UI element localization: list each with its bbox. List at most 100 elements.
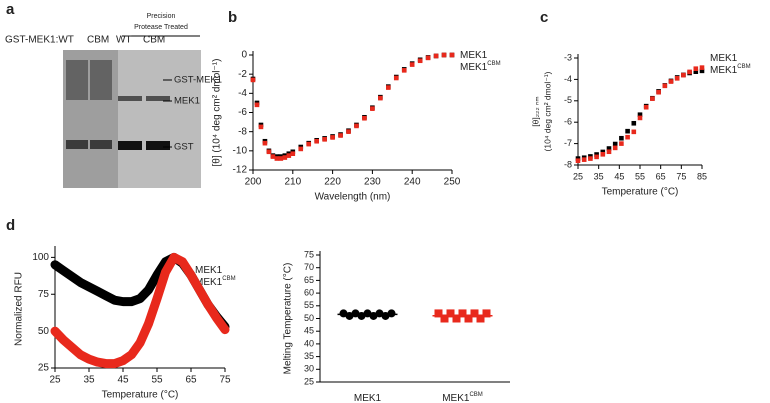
data-point bbox=[375, 309, 384, 318]
y-tick-label: -6 bbox=[564, 117, 572, 127]
y-tick-label: 75 bbox=[304, 249, 314, 259]
y-tick-label: 0 bbox=[241, 50, 247, 61]
data-point bbox=[606, 149, 612, 155]
data-point bbox=[619, 141, 624, 146]
band-label: GST-MEK1 bbox=[174, 75, 222, 86]
data-point bbox=[643, 104, 649, 110]
data-point bbox=[386, 85, 391, 90]
panel-label: b bbox=[228, 9, 237, 26]
y-tick-label: -7 bbox=[564, 138, 572, 148]
data-point bbox=[631, 129, 637, 135]
line-series bbox=[50, 252, 230, 369]
y-tick-label: 25 bbox=[38, 363, 50, 374]
data-point bbox=[274, 156, 280, 161]
legend-label-text: MEK1 bbox=[195, 265, 223, 276]
y-tick-label: -8 bbox=[564, 159, 572, 169]
y-tick-label: 45 bbox=[304, 326, 314, 336]
y-tick-label: -8 bbox=[238, 126, 247, 137]
legend-label: MEK1CBM bbox=[710, 64, 751, 76]
data-point bbox=[262, 140, 268, 146]
treatment-label: Protease Treated bbox=[134, 24, 188, 31]
data-point bbox=[637, 112, 643, 118]
data-point bbox=[681, 72, 686, 78]
data-point bbox=[433, 53, 439, 59]
data-point bbox=[625, 134, 630, 140]
y-axis-label: (10⁴ deg cm² dmol⁻¹) bbox=[542, 71, 552, 151]
x-tick-label: 25 bbox=[573, 171, 583, 181]
x-tick-label: 250 bbox=[444, 177, 461, 188]
data-point bbox=[637, 115, 643, 121]
legend-label-superscript: CBM bbox=[487, 61, 500, 67]
x-tick-label: 210 bbox=[284, 177, 301, 188]
data-point bbox=[363, 309, 372, 318]
data-point bbox=[298, 146, 304, 152]
data-point bbox=[286, 153, 292, 158]
legend-label-text: MEK1 bbox=[460, 50, 488, 61]
y-axis-label: Melting Temperature (°C) bbox=[283, 263, 294, 375]
data-point bbox=[401, 68, 407, 73]
data-point bbox=[575, 158, 581, 164]
data-point bbox=[314, 138, 319, 144]
lane-label: CBM bbox=[87, 35, 109, 46]
lane-label: GST-MEK1:WT bbox=[5, 35, 74, 46]
legend-label-superscript: CBM bbox=[737, 64, 750, 70]
legend-label-superscript: CBM bbox=[222, 276, 235, 282]
data-point bbox=[254, 102, 260, 108]
data-point bbox=[346, 129, 351, 134]
lane-label: WT bbox=[116, 35, 132, 46]
data-point bbox=[625, 128, 630, 134]
x-tick-label: 35 bbox=[83, 375, 95, 386]
data-point bbox=[449, 52, 455, 58]
data-point bbox=[387, 309, 396, 318]
y-axis-label: [θ]₂₂₂ ₙₘ bbox=[530, 96, 540, 127]
y-tick-label: -5 bbox=[564, 95, 572, 105]
data-point bbox=[588, 156, 593, 161]
data-point bbox=[270, 154, 276, 159]
data-point bbox=[687, 69, 692, 75]
data-point bbox=[258, 124, 264, 130]
data-point bbox=[594, 154, 599, 160]
data-point bbox=[476, 314, 485, 323]
y-tick-label: 100 bbox=[32, 252, 49, 263]
data-point bbox=[393, 75, 399, 81]
x-tick-label: 25 bbox=[49, 375, 61, 386]
y-tick-label: 25 bbox=[304, 376, 314, 386]
x-tick-label: 240 bbox=[404, 177, 421, 188]
data-point bbox=[250, 77, 256, 83]
data-point bbox=[693, 69, 699, 74]
data-point bbox=[470, 309, 479, 318]
y-tick-label: 75 bbox=[38, 289, 50, 300]
data-point bbox=[612, 145, 618, 151]
x-tick-label: 85 bbox=[697, 171, 707, 181]
y-tick-label: 70 bbox=[304, 262, 314, 272]
x-tick-label: 200 bbox=[245, 177, 262, 188]
x-tick-label: 75 bbox=[219, 375, 231, 386]
legend-label-text: MEK1 bbox=[710, 65, 738, 76]
y-tick-label: -6 bbox=[238, 107, 247, 118]
y-tick-label: 65 bbox=[304, 275, 314, 285]
data-point bbox=[699, 68, 705, 74]
y-tick-label: 50 bbox=[304, 313, 314, 323]
legend-label: MEK1CBM bbox=[460, 61, 501, 73]
data-point bbox=[441, 52, 447, 58]
x-tick-label: 65 bbox=[656, 171, 666, 181]
y-tick-label: 50 bbox=[38, 326, 50, 337]
legend-label-text: MEK1 bbox=[195, 277, 223, 288]
data-point bbox=[338, 133, 343, 138]
y-tick-label: 30 bbox=[304, 364, 314, 374]
data-point bbox=[306, 141, 312, 147]
data-point bbox=[417, 58, 423, 64]
data-point bbox=[674, 76, 680, 81]
x-axis-label: Temperature (°C) bbox=[102, 390, 179, 401]
data-point bbox=[656, 89, 661, 95]
data-point bbox=[458, 309, 467, 318]
data-point bbox=[446, 309, 455, 318]
x-tick-label: 75 bbox=[676, 171, 686, 181]
y-tick-label: -4 bbox=[564, 74, 572, 84]
legend-label: MEK1 bbox=[195, 265, 223, 276]
y-tick-label: 35 bbox=[304, 351, 314, 361]
data-point bbox=[440, 314, 449, 323]
data-point bbox=[594, 152, 599, 157]
data-point bbox=[650, 96, 655, 101]
